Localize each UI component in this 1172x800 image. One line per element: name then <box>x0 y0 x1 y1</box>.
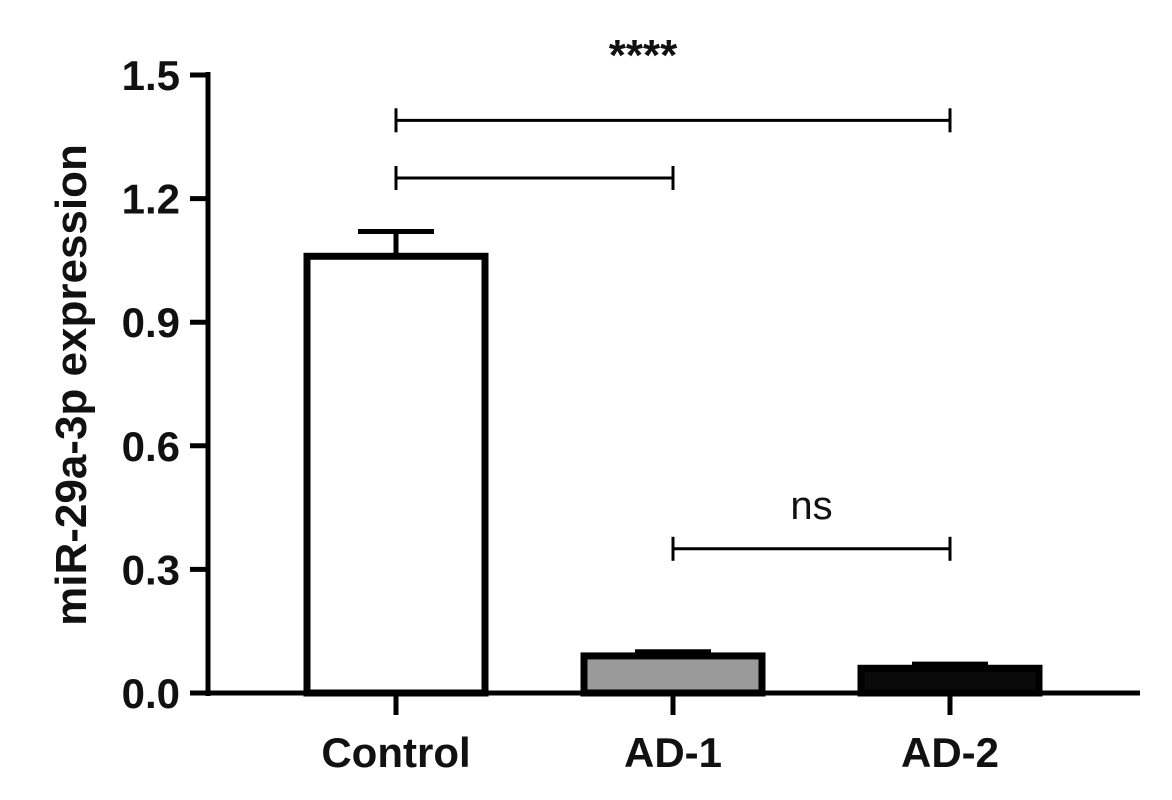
y-tick-label: 0.9 <box>122 299 180 346</box>
y-tick-label: 0.3 <box>122 546 180 593</box>
bar-control <box>303 252 489 697</box>
y-axis-label: miR-29a-3p expression <box>47 144 96 626</box>
x-tick-label: AD-1 <box>624 729 722 776</box>
x-tick-label: Control <box>321 729 470 776</box>
y-tick-label: 0.0 <box>122 670 180 717</box>
significance-label: **** <box>609 31 678 80</box>
bar-ad-2 <box>857 664 1043 697</box>
y-tick-label: 1.2 <box>122 176 180 223</box>
bar-ad-1 <box>580 652 766 697</box>
x-tick-label: AD-2 <box>901 729 999 776</box>
significance-label: ns <box>790 484 832 528</box>
y-tick-label: 0.6 <box>122 423 180 470</box>
y-tick-label: 1.5 <box>122 52 180 99</box>
